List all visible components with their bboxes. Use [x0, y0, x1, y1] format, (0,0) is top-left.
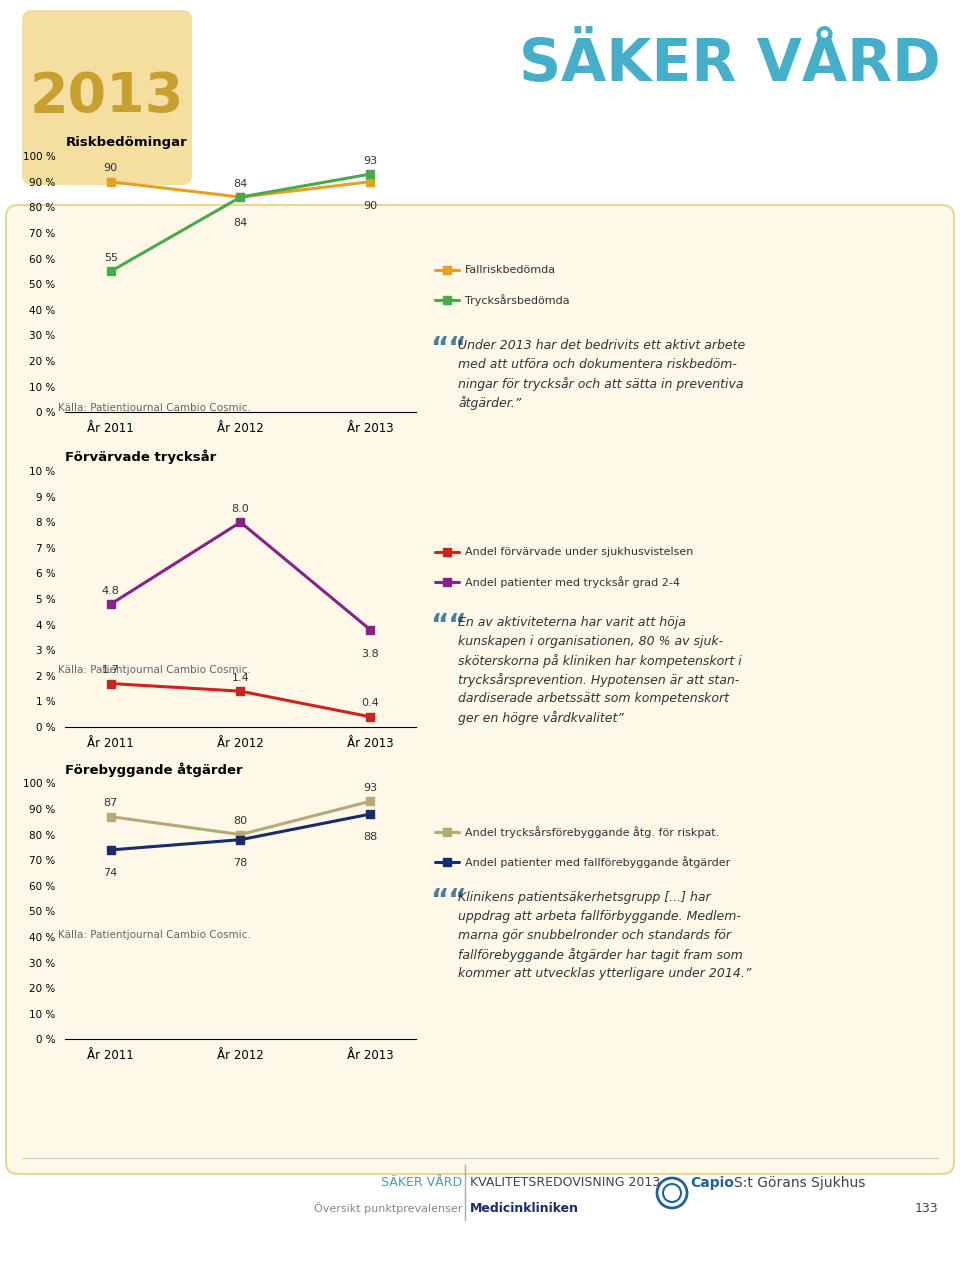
FancyBboxPatch shape — [22, 10, 192, 186]
Text: Andel patienter med fallförebyggande åtgärder: Andel patienter med fallförebyggande åtg… — [465, 856, 731, 868]
Text: 1.4: 1.4 — [231, 673, 250, 682]
Text: 93: 93 — [363, 783, 377, 792]
Text: 8.0: 8.0 — [231, 504, 250, 513]
Text: Andel förvärvade under sjukhusvistelsen: Andel förvärvade under sjukhusvistelsen — [465, 547, 693, 557]
Text: KVALITETSREDOVISNING 2013: KVALITETSREDOVISNING 2013 — [470, 1176, 660, 1189]
Text: 84: 84 — [233, 179, 248, 188]
Text: 1.7: 1.7 — [102, 666, 120, 675]
Text: 4.8: 4.8 — [102, 586, 120, 595]
Text: ger en högre vårdkvalitet”: ger en högre vårdkvalitet” — [458, 710, 624, 724]
Text: 133: 133 — [914, 1202, 938, 1215]
Text: 2013: 2013 — [30, 70, 184, 124]
Text: Fallriskbedömda: Fallriskbedömda — [465, 265, 556, 275]
Text: med att utföra och dokumentera riskbedöm-: med att utföra och dokumentera riskbedöm… — [458, 358, 737, 371]
Text: Capio: Capio — [690, 1176, 733, 1190]
Text: 90: 90 — [104, 164, 118, 173]
Text: kunskapen i organisationen, 80 % av sjuk-: kunskapen i organisationen, 80 % av sjuk… — [458, 635, 723, 648]
Text: Förebyggande åtgärder: Förebyggande åtgärder — [65, 762, 243, 777]
Text: dardiserade arbetssätt som kompetenskort: dardiserade arbetssätt som kompetenskort — [458, 692, 729, 705]
Text: uppdrag att arbeta fallförbyggande. Medlem-: uppdrag att arbeta fallförbyggande. Medl… — [458, 910, 741, 923]
Bar — [0, 0, 960, 200]
Text: fallförebyggande åtgärder har tagit fram som: fallförebyggande åtgärder har tagit fram… — [458, 948, 743, 963]
Text: Andel trycksårsförebyggande åtg. för riskpat.: Andel trycksårsförebyggande åtg. för ris… — [465, 826, 719, 838]
Text: Översikt punktprevalenser: Översikt punktprevalenser — [314, 1202, 462, 1213]
Text: 80: 80 — [233, 817, 248, 826]
Text: Förvärvade trycksår: Förvärvade trycksår — [65, 449, 217, 465]
Text: Riskbedömingar: Riskbedömingar — [65, 137, 187, 150]
Text: 74: 74 — [104, 868, 118, 878]
Text: 88: 88 — [363, 832, 377, 842]
Text: Klinikens patientsäkerhetsgrupp [...] har: Klinikens patientsäkerhetsgrupp [...] ha… — [458, 891, 710, 904]
Text: åtgärder.”: åtgärder.” — [458, 396, 521, 410]
Text: S:t Görans Sjukhus: S:t Görans Sjukhus — [734, 1176, 865, 1190]
Text: ““: ““ — [430, 887, 467, 915]
Text: Källa: Patientjournal Cambio Cosmic.: Källa: Patientjournal Cambio Cosmic. — [58, 403, 251, 413]
Bar — [0, 1158, 960, 1280]
FancyBboxPatch shape — [6, 205, 954, 1174]
Text: 87: 87 — [104, 799, 118, 808]
Text: Källa: Patientjournal Cambio Cosmic.: Källa: Patientjournal Cambio Cosmic. — [58, 666, 251, 675]
Text: kommer att utvecklas ytterligare under 2014.”: kommer att utvecklas ytterligare under 2… — [458, 966, 752, 980]
Text: 90: 90 — [363, 201, 377, 211]
Text: SÄKER VÅRD: SÄKER VÅRD — [381, 1176, 462, 1189]
Text: ““: ““ — [430, 335, 467, 364]
Text: Andel patienter med trycksår grad 2-4: Andel patienter med trycksår grad 2-4 — [465, 576, 680, 588]
Text: 84: 84 — [233, 218, 248, 228]
Text: SÄKER VÅRD: SÄKER VÅRD — [519, 37, 941, 93]
Text: En av aktiviteterna har varit att höja: En av aktiviteterna har varit att höja — [458, 616, 685, 628]
Text: ““: ““ — [430, 612, 467, 640]
Text: Trycksårsbedömda: Trycksårsbedömda — [465, 294, 569, 306]
Text: trycksårsprevention. Hypotensen är att stan-: trycksårsprevention. Hypotensen är att s… — [458, 673, 739, 687]
Text: 78: 78 — [233, 858, 248, 868]
Text: 3.8: 3.8 — [361, 649, 379, 659]
Text: ningar för trycksår och att sätta in preventiva: ningar för trycksår och att sätta in pre… — [458, 378, 743, 390]
Text: marna gör snubbelronder och standards för: marna gör snubbelronder och standards fö… — [458, 929, 731, 942]
Text: 0.4: 0.4 — [361, 699, 379, 708]
Text: 55: 55 — [104, 253, 118, 262]
Text: sköterskorna på kliniken har kompetenskort i: sköterskorna på kliniken har kompetensko… — [458, 654, 742, 668]
Text: 93: 93 — [363, 156, 377, 165]
Text: Medicinkliniken: Medicinkliniken — [470, 1202, 579, 1215]
Text: Källa: Patientjournal Cambio Cosmic.: Källa: Patientjournal Cambio Cosmic. — [58, 931, 251, 940]
Text: Under 2013 har det bedrivits ett aktivt arbete: Under 2013 har det bedrivits ett aktivt … — [458, 339, 745, 352]
